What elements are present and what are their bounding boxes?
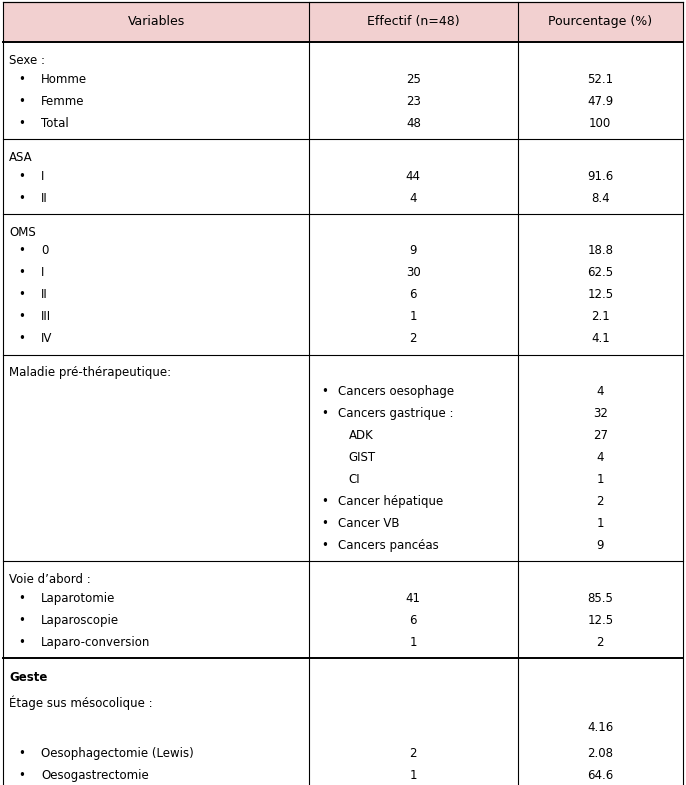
- Text: 12.5: 12.5: [587, 288, 613, 301]
- Text: 4: 4: [597, 451, 604, 464]
- Text: 32: 32: [593, 407, 608, 420]
- Text: 2.08: 2.08: [587, 747, 613, 760]
- Text: 4: 4: [597, 385, 604, 398]
- Text: GIST: GIST: [348, 451, 376, 464]
- Text: 47.9: 47.9: [587, 95, 613, 108]
- Text: 85.5: 85.5: [587, 592, 613, 604]
- Text: Étage sus mésocolique :: Étage sus mésocolique :: [9, 696, 152, 710]
- Text: 9: 9: [597, 539, 604, 552]
- Text: •: •: [19, 192, 25, 205]
- Text: Pourcentage (%): Pourcentage (%): [548, 16, 652, 28]
- Text: 8.4: 8.4: [591, 192, 610, 205]
- Text: 12.5: 12.5: [587, 614, 613, 626]
- Text: 2: 2: [410, 332, 417, 345]
- Text: Cancers pancéas: Cancers pancéas: [338, 539, 438, 552]
- Text: 4.1: 4.1: [591, 332, 610, 345]
- Text: Homme: Homme: [41, 73, 87, 86]
- Text: 25: 25: [406, 73, 421, 86]
- Text: •: •: [19, 117, 25, 130]
- Text: Laparoscopie: Laparoscopie: [41, 614, 119, 626]
- Text: Cancer hépatique: Cancer hépatique: [338, 495, 442, 508]
- Text: •: •: [19, 288, 25, 301]
- Text: 1: 1: [410, 769, 417, 782]
- Text: 1: 1: [410, 310, 417, 323]
- Text: Cancers oesophage: Cancers oesophage: [338, 385, 453, 398]
- Text: Oesogastrectomie: Oesogastrectomie: [41, 769, 149, 782]
- Text: Variables: Variables: [128, 16, 185, 28]
- Text: 2: 2: [597, 495, 604, 508]
- Text: 30: 30: [406, 266, 421, 279]
- Text: •: •: [19, 592, 25, 604]
- Text: 1: 1: [597, 517, 604, 530]
- Text: 18.8: 18.8: [587, 244, 613, 257]
- Text: •: •: [19, 614, 25, 626]
- Text: OMS: OMS: [9, 226, 36, 239]
- Text: 6: 6: [410, 614, 417, 626]
- Text: 9: 9: [410, 244, 417, 257]
- Text: 64.6: 64.6: [587, 769, 613, 782]
- Text: •: •: [19, 636, 25, 648]
- Text: •: •: [321, 385, 328, 398]
- Text: 2.1: 2.1: [591, 310, 610, 323]
- Text: Cancer VB: Cancer VB: [338, 517, 399, 530]
- Text: Geste: Geste: [9, 671, 47, 684]
- Text: 41: 41: [406, 592, 421, 604]
- Text: 4: 4: [410, 192, 417, 205]
- Text: 27: 27: [593, 429, 608, 442]
- Text: 52.1: 52.1: [587, 73, 613, 86]
- Text: •: •: [321, 517, 328, 530]
- Text: Maladie pré-thérapeutique:: Maladie pré-thérapeutique:: [9, 367, 171, 379]
- Text: 2: 2: [410, 747, 417, 760]
- Text: Laparo-conversion: Laparo-conversion: [41, 636, 150, 648]
- Text: 100: 100: [589, 117, 611, 130]
- Text: •: •: [19, 769, 25, 782]
- Text: I: I: [41, 266, 45, 279]
- Text: Total: Total: [41, 117, 69, 130]
- Text: 1: 1: [597, 473, 604, 486]
- Text: 44: 44: [406, 170, 421, 183]
- Text: IV: IV: [41, 332, 53, 345]
- Text: ADK: ADK: [348, 429, 373, 442]
- Text: •: •: [19, 332, 25, 345]
- Text: Voie d’abord :: Voie d’abord :: [9, 573, 91, 586]
- Text: Oesophagectomie (Lewis): Oesophagectomie (Lewis): [41, 747, 194, 760]
- Text: •: •: [19, 95, 25, 108]
- Text: 48: 48: [406, 117, 421, 130]
- Text: 91.6: 91.6: [587, 170, 613, 183]
- Text: •: •: [321, 407, 328, 420]
- Text: 62.5: 62.5: [587, 266, 613, 279]
- Text: •: •: [19, 266, 25, 279]
- Text: Effectif (n=48): Effectif (n=48): [367, 16, 460, 28]
- Text: Sexe :: Sexe :: [9, 54, 45, 68]
- Text: 1: 1: [410, 636, 417, 648]
- Text: •: •: [19, 310, 25, 323]
- Text: 4.16: 4.16: [587, 721, 613, 734]
- Text: •: •: [321, 539, 328, 552]
- Text: ASA: ASA: [9, 151, 32, 164]
- Text: •: •: [19, 244, 25, 257]
- Text: 23: 23: [406, 95, 421, 108]
- Bar: [3, 2, 683, 42]
- Text: I: I: [41, 170, 45, 183]
- Text: •: •: [19, 73, 25, 86]
- Text: Cancers gastrique :: Cancers gastrique :: [338, 407, 453, 420]
- Text: III: III: [41, 310, 51, 323]
- Text: Femme: Femme: [41, 95, 84, 108]
- Text: II: II: [41, 288, 48, 301]
- Text: CI: CI: [348, 473, 360, 486]
- Text: II: II: [41, 192, 48, 205]
- Text: 6: 6: [410, 288, 417, 301]
- Text: •: •: [19, 170, 25, 183]
- Text: Laparotomie: Laparotomie: [41, 592, 115, 604]
- Text: •: •: [19, 747, 25, 760]
- Text: 0: 0: [41, 244, 49, 257]
- Text: 2: 2: [597, 636, 604, 648]
- Text: •: •: [321, 495, 328, 508]
